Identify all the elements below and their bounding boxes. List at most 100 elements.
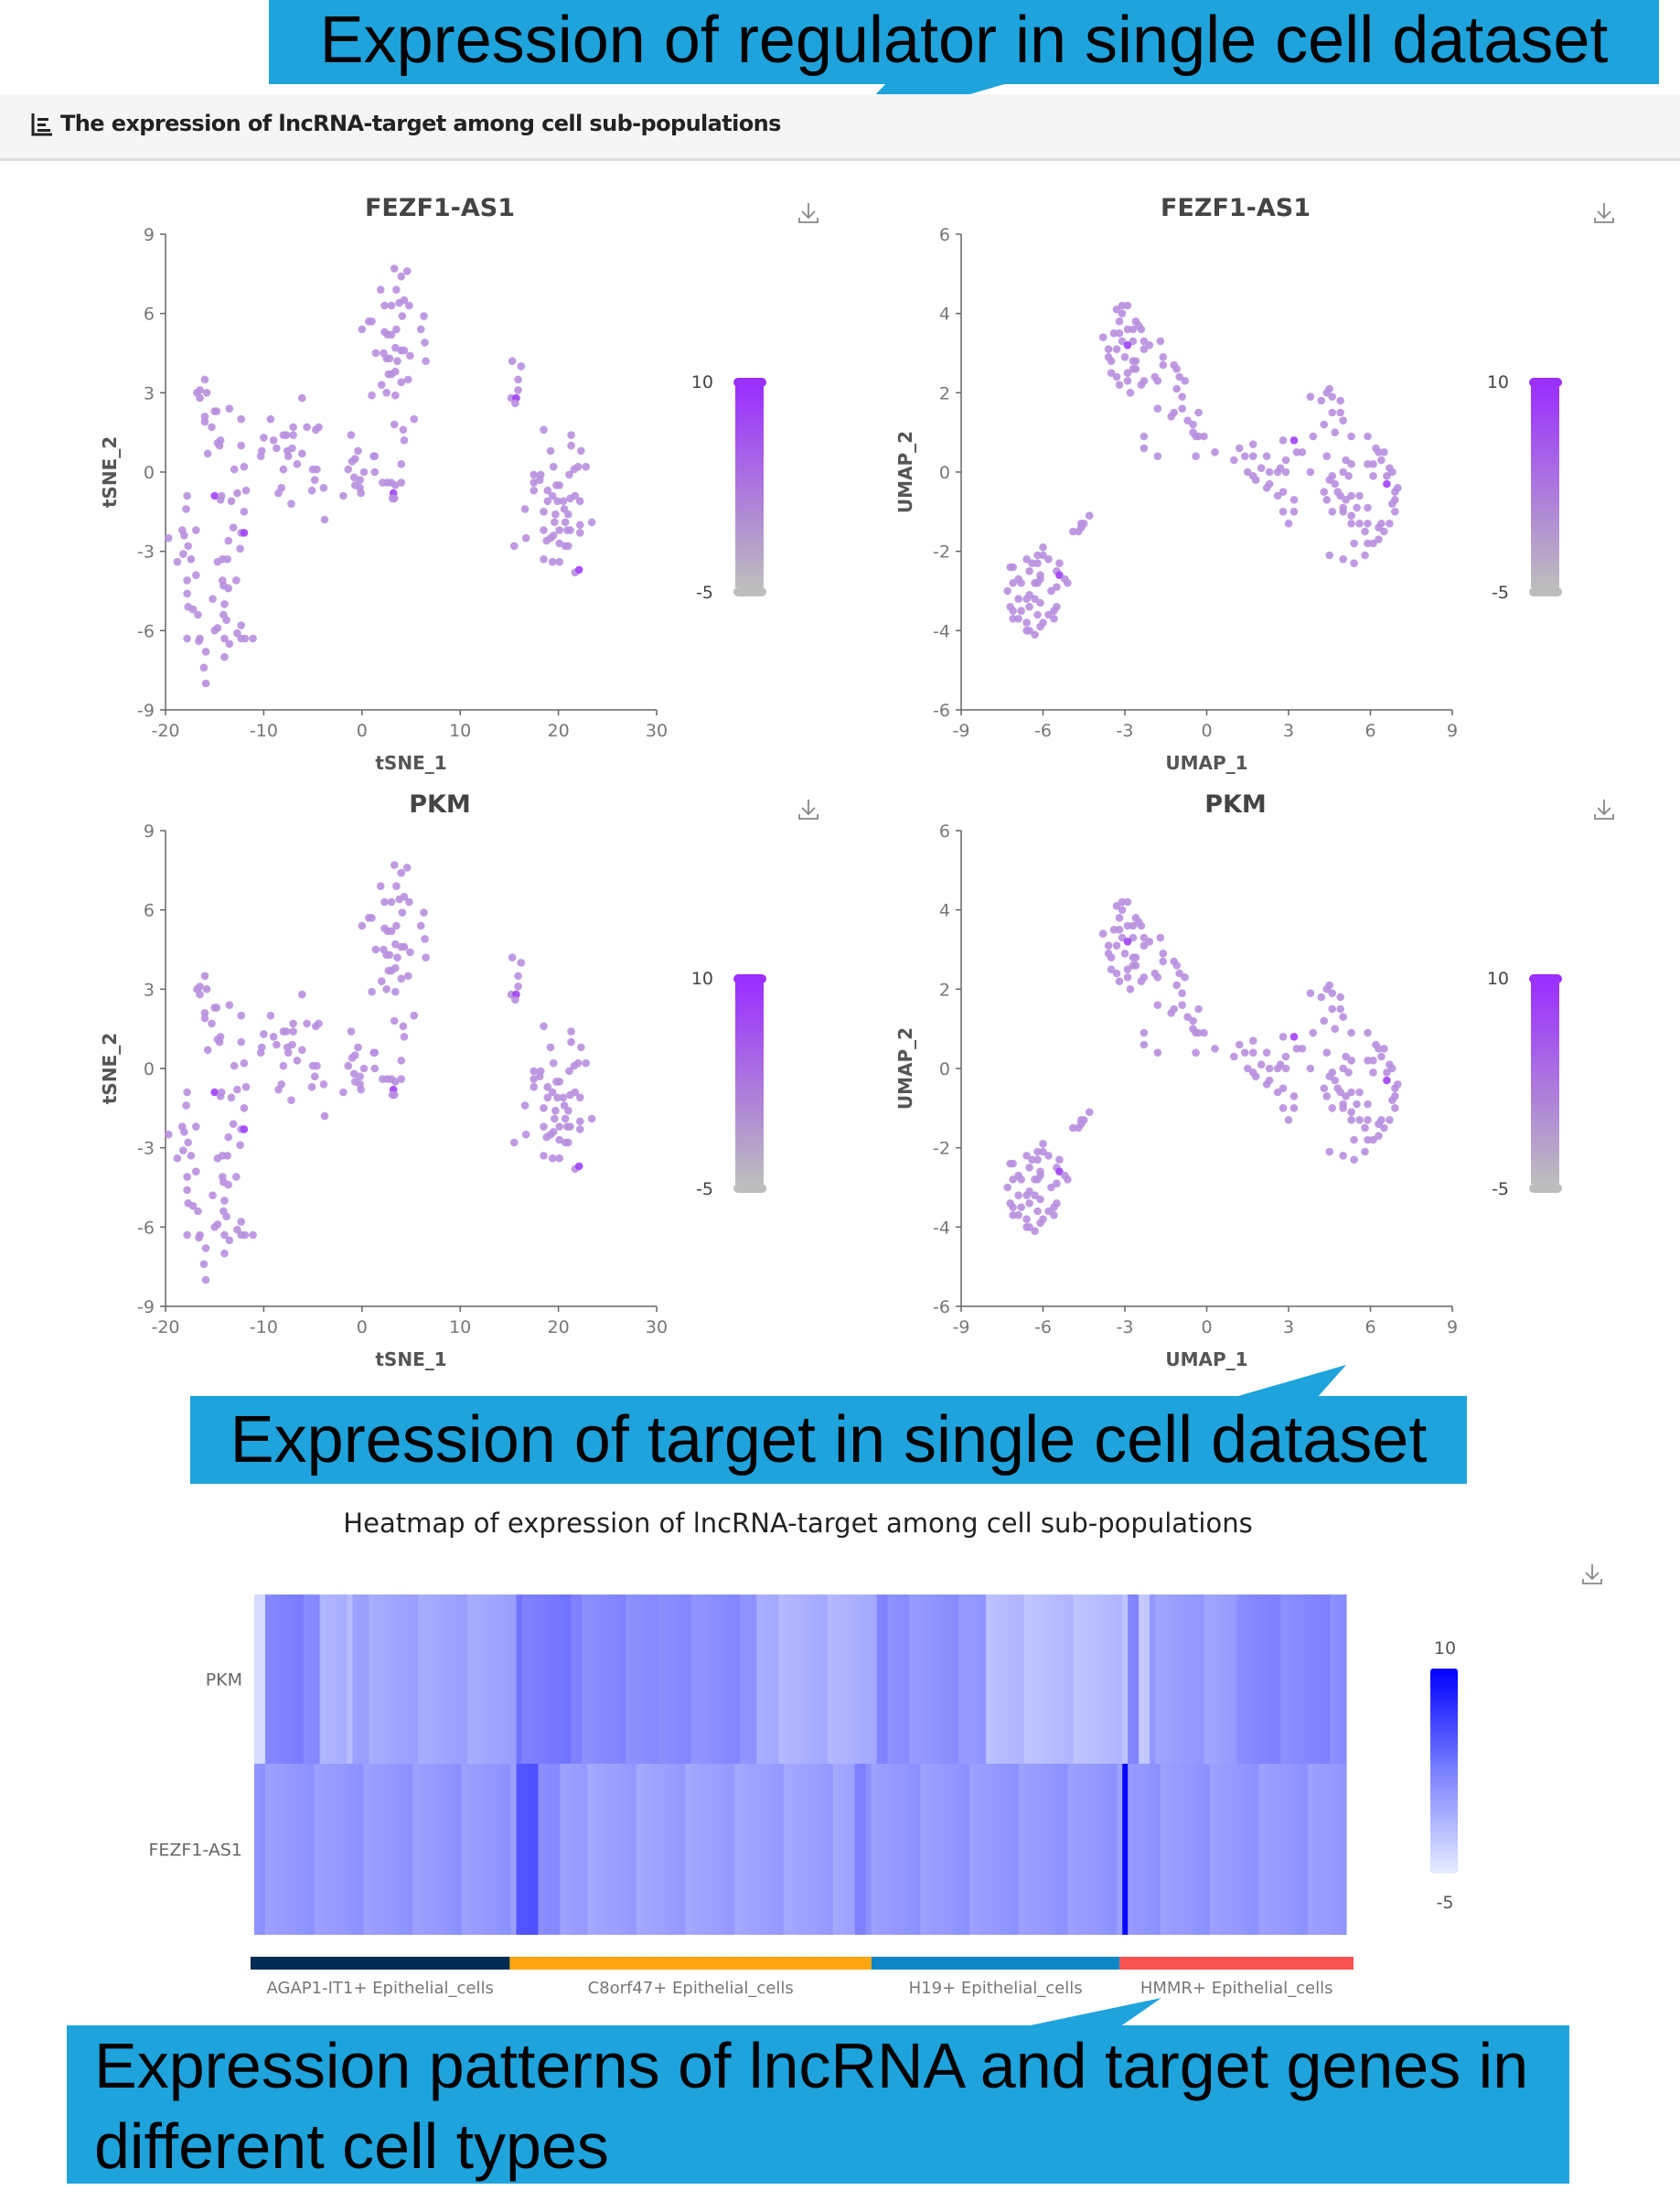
data-point [191,526,200,534]
heatmap-cell [352,1594,359,1764]
heatmap-cell [821,1594,829,1764]
download-icon[interactable] [798,800,819,820]
heatmap-cell [1165,1764,1172,1935]
data-point [391,1078,400,1086]
data-point [1375,535,1383,543]
data-point [354,446,362,456]
data-point [241,1230,250,1240]
data-point [387,301,396,310]
heatmap-cell [1150,1594,1156,1764]
heatmap-row-fezf1-as1 [254,1764,1347,1935]
x-tick-label: 9 [1447,1317,1458,1337]
heatmap-cell [412,1594,419,1764]
data-point [1243,467,1252,477]
data-point [575,521,584,530]
data-point [1361,1123,1369,1133]
heatmap-cell [1204,1594,1211,1764]
data-point [1129,961,1138,970]
data-point [1331,1076,1340,1085]
data-point [1325,551,1334,560]
data-point [1262,1048,1271,1057]
heatmap-cell [1324,1764,1331,1935]
colorbar-max-handle[interactable] [733,974,766,983]
data-point [377,977,386,985]
data-point [1336,1088,1344,1097]
heatmap-cell [598,1764,605,1935]
colorbar-max-handle[interactable] [1529,974,1562,983]
heatmap-cell [696,1594,703,1764]
data-point [230,1061,239,1070]
heatmap-cell [444,1764,452,1935]
x-tick-label: 10 [449,1317,471,1337]
data-point [183,1173,191,1181]
data-point [284,1048,293,1057]
heatmap-cell [264,1764,272,1935]
download-icon[interactable] [1594,203,1614,223]
heatmap-cell [527,1764,534,1935]
data-point [1364,1100,1372,1109]
colorbar-min-handle[interactable] [733,587,766,596]
data-point [215,1037,224,1047]
heatmap-download-icon[interactable] [1582,1564,1602,1584]
data-point [1281,1064,1290,1073]
data-point [199,663,209,672]
data-point [1115,914,1124,922]
heatmap-cell [1128,1594,1134,1764]
data-point [1236,444,1244,453]
heatmap-cell [314,1594,321,1764]
heatmap-cell [281,1764,288,1935]
heatmap-cell [625,1764,632,1935]
data-point [1230,456,1238,465]
data-point [225,639,234,649]
data-point [212,407,221,415]
colorbar-min-label: -5 [696,583,713,603]
colorbar-min-handle[interactable] [1529,587,1562,596]
data-point [1033,551,1042,560]
heatmap-cell [264,1594,272,1764]
data-point [1380,527,1388,536]
heatmap-cell [810,1764,818,1935]
data-point [555,1154,563,1163]
heatmap-cell [1062,1594,1069,1764]
heatmap-cell [347,1594,354,1764]
heatmap-cell [723,1594,730,1764]
data-point [1364,503,1372,512]
data-point [240,1058,249,1068]
data-point [1153,1001,1162,1009]
heatmap-cell [582,1764,588,1935]
colorbar-max-handle[interactable] [1529,378,1562,387]
heatmap-cell [942,1764,948,1935]
data-point [1347,491,1355,500]
data-point [310,1072,319,1080]
data-point [210,1088,219,1097]
data-point [313,465,321,474]
colorbar-min-handle[interactable] [733,1184,766,1193]
data-point [313,1061,321,1070]
download-glyph [798,800,819,820]
x-axis-label: UMAP_1 [1165,752,1247,774]
colorbar-min-handle[interactable] [1529,1184,1562,1193]
download-icon[interactable] [1594,800,1614,820]
data-point [209,1191,217,1199]
data-point [1044,1207,1053,1216]
heatmap-cell [636,1764,643,1935]
data-point [224,1133,233,1142]
data-point [1017,579,1025,587]
heatmap-cell [990,1594,998,1764]
heatmap-cell [936,1594,943,1764]
download-icon[interactable] [798,203,819,223]
colorbar-max-handle[interactable] [733,378,766,387]
data-point [521,1130,530,1139]
data-point [1383,1076,1391,1085]
heatmap-cell [521,1594,529,1764]
data-point [509,1138,519,1147]
heatmap-cell [871,1764,878,1935]
data-point [1339,1152,1347,1160]
heatmap-cell [565,1594,572,1764]
heatmap-cell [461,1764,468,1935]
data-point [514,972,522,981]
heatmap-cell [401,1764,408,1935]
heatmap-cell [483,1764,490,1935]
heatmap-cell [472,1764,479,1935]
